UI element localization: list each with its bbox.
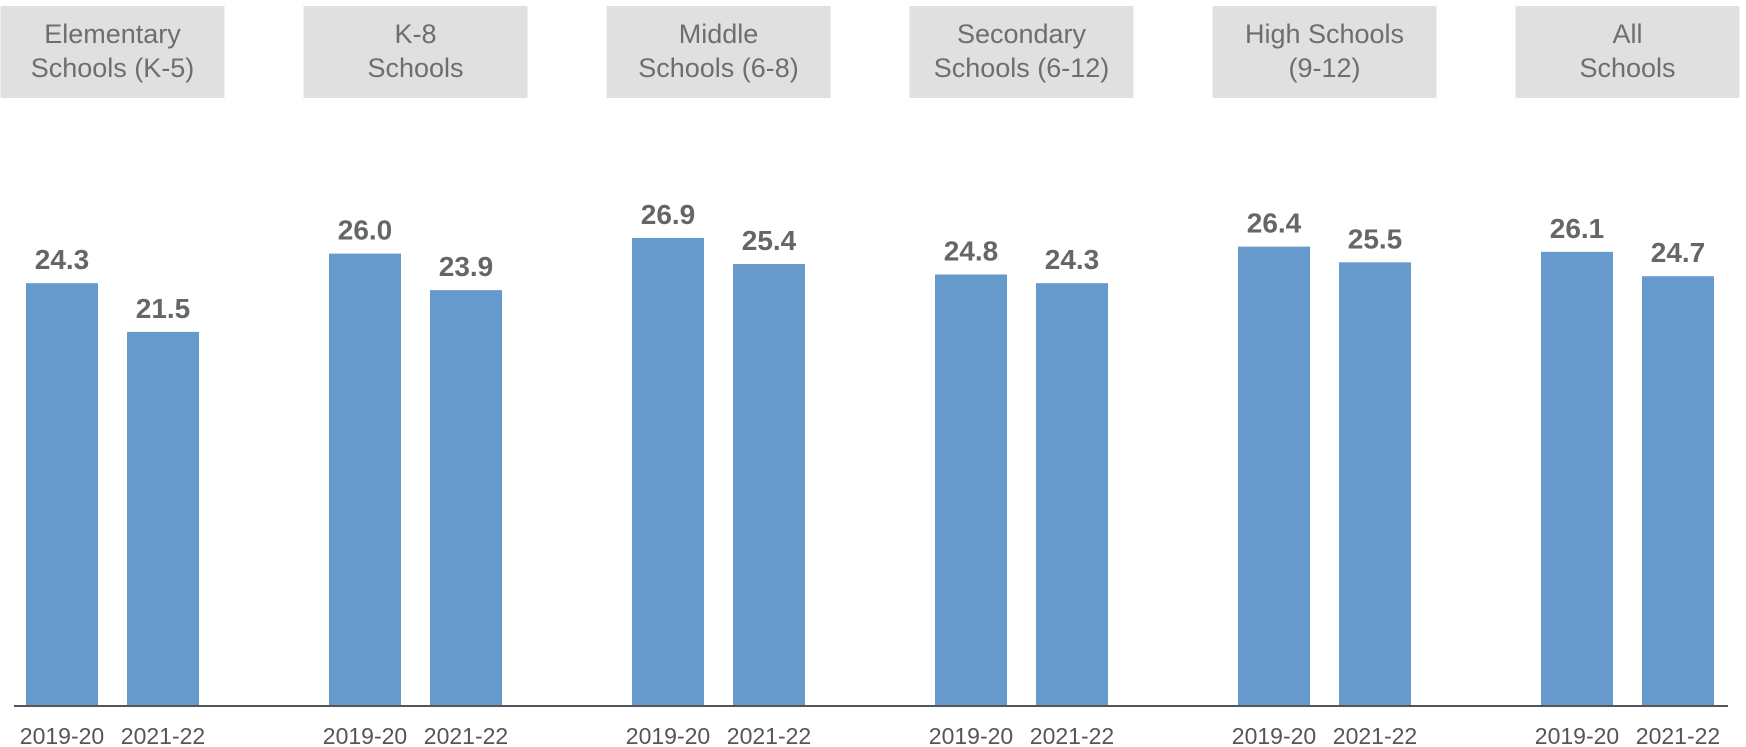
panel-title-line: Schools — [367, 53, 463, 83]
panel-title-box-0 — [0, 6, 225, 98]
x-tick-label-1-0: 2019-20 — [323, 723, 407, 747]
bar-3-0 — [935, 274, 1007, 706]
x-tick-label-2-0: 2019-20 — [626, 723, 710, 747]
panel-title-line: K-8 — [394, 19, 436, 49]
x-tick-label-5-0: 2019-20 — [1535, 723, 1619, 747]
panel-title-4: High Schools (9-12) — [1245, 19, 1404, 83]
panel-title-line: Middle — [679, 19, 759, 49]
value-label-2-0: 26.9 — [641, 199, 696, 230]
x-tick-label-4-1: 2021-22 — [1333, 723, 1417, 747]
bar-5-1 — [1642, 276, 1714, 706]
x-tick-label-0-0: 2019-20 — [20, 723, 104, 747]
x-tick-label-2-1: 2021-22 — [727, 723, 811, 747]
x-tick-label-5-1: 2021-22 — [1636, 723, 1720, 747]
bar-1-1 — [430, 290, 502, 706]
bar-0-1 — [127, 331, 199, 706]
bar-2-0 — [632, 237, 704, 706]
bar-1-0 — [329, 253, 401, 706]
value-label-5-0: 26.1 — [1550, 213, 1605, 244]
value-label-2-1: 25.4 — [742, 225, 797, 256]
value-label-0-1: 21.5 — [136, 293, 191, 324]
panel-title-2: Middle Schools (6-8) — [638, 19, 799, 83]
value-label-3-0: 24.8 — [944, 235, 999, 266]
x-tick-label-4-0: 2019-20 — [1232, 723, 1316, 747]
panel-title-1: K-8 Schools — [367, 19, 463, 83]
panel-title-line: Schools (6-8) — [638, 53, 799, 83]
panel-title-box-3 — [909, 6, 1134, 98]
bar-3-1 — [1036, 283, 1108, 706]
bar-4-0 — [1238, 246, 1310, 706]
x-tick-label-1-1: 2021-22 — [424, 723, 508, 747]
bar-0-0 — [26, 283, 98, 706]
x-tick-label-0-1: 2021-22 — [121, 723, 205, 747]
panel-title-line: All — [1612, 19, 1642, 49]
value-label-1-1: 23.9 — [439, 251, 494, 282]
panel-title-line: Elementary — [44, 19, 181, 49]
value-label-1-0: 26.0 — [338, 215, 393, 246]
value-label-5-1: 24.7 — [1651, 237, 1706, 268]
panel-title-0: Elementary Schools (K-5) — [31, 19, 195, 83]
bar-2-1 — [733, 264, 805, 706]
x-tick-label-3-0: 2019-20 — [929, 723, 1013, 747]
panel-title-box-4 — [1212, 6, 1437, 98]
panel-title-line: (9-12) — [1288, 53, 1360, 83]
panel-title-line: Schools — [1579, 53, 1675, 83]
value-label-3-1: 24.3 — [1045, 244, 1100, 275]
bar-5-0 — [1541, 251, 1613, 707]
panel-title-3: Secondary Schools (6-12) — [934, 19, 1110, 83]
value-label-4-1: 25.5 — [1348, 223, 1403, 254]
panel-title-line: Schools (6-12) — [934, 53, 1110, 83]
panel-title-box-1 — [303, 6, 528, 98]
x-tick-label-3-1: 2021-22 — [1030, 723, 1114, 747]
panel-title-box-2 — [606, 6, 831, 98]
panel-title-line: Schools (K-5) — [31, 53, 195, 83]
panel-title-line: Secondary — [957, 19, 1087, 49]
panel-title-box-5 — [1515, 6, 1740, 98]
value-label-0-0: 24.3 — [35, 244, 90, 275]
panel-title-line: High Schools — [1245, 19, 1404, 49]
value-label-4-0: 26.4 — [1247, 208, 1302, 239]
bar-4-1 — [1339, 262, 1411, 706]
panel-title-5: All Schools — [1579, 19, 1675, 83]
